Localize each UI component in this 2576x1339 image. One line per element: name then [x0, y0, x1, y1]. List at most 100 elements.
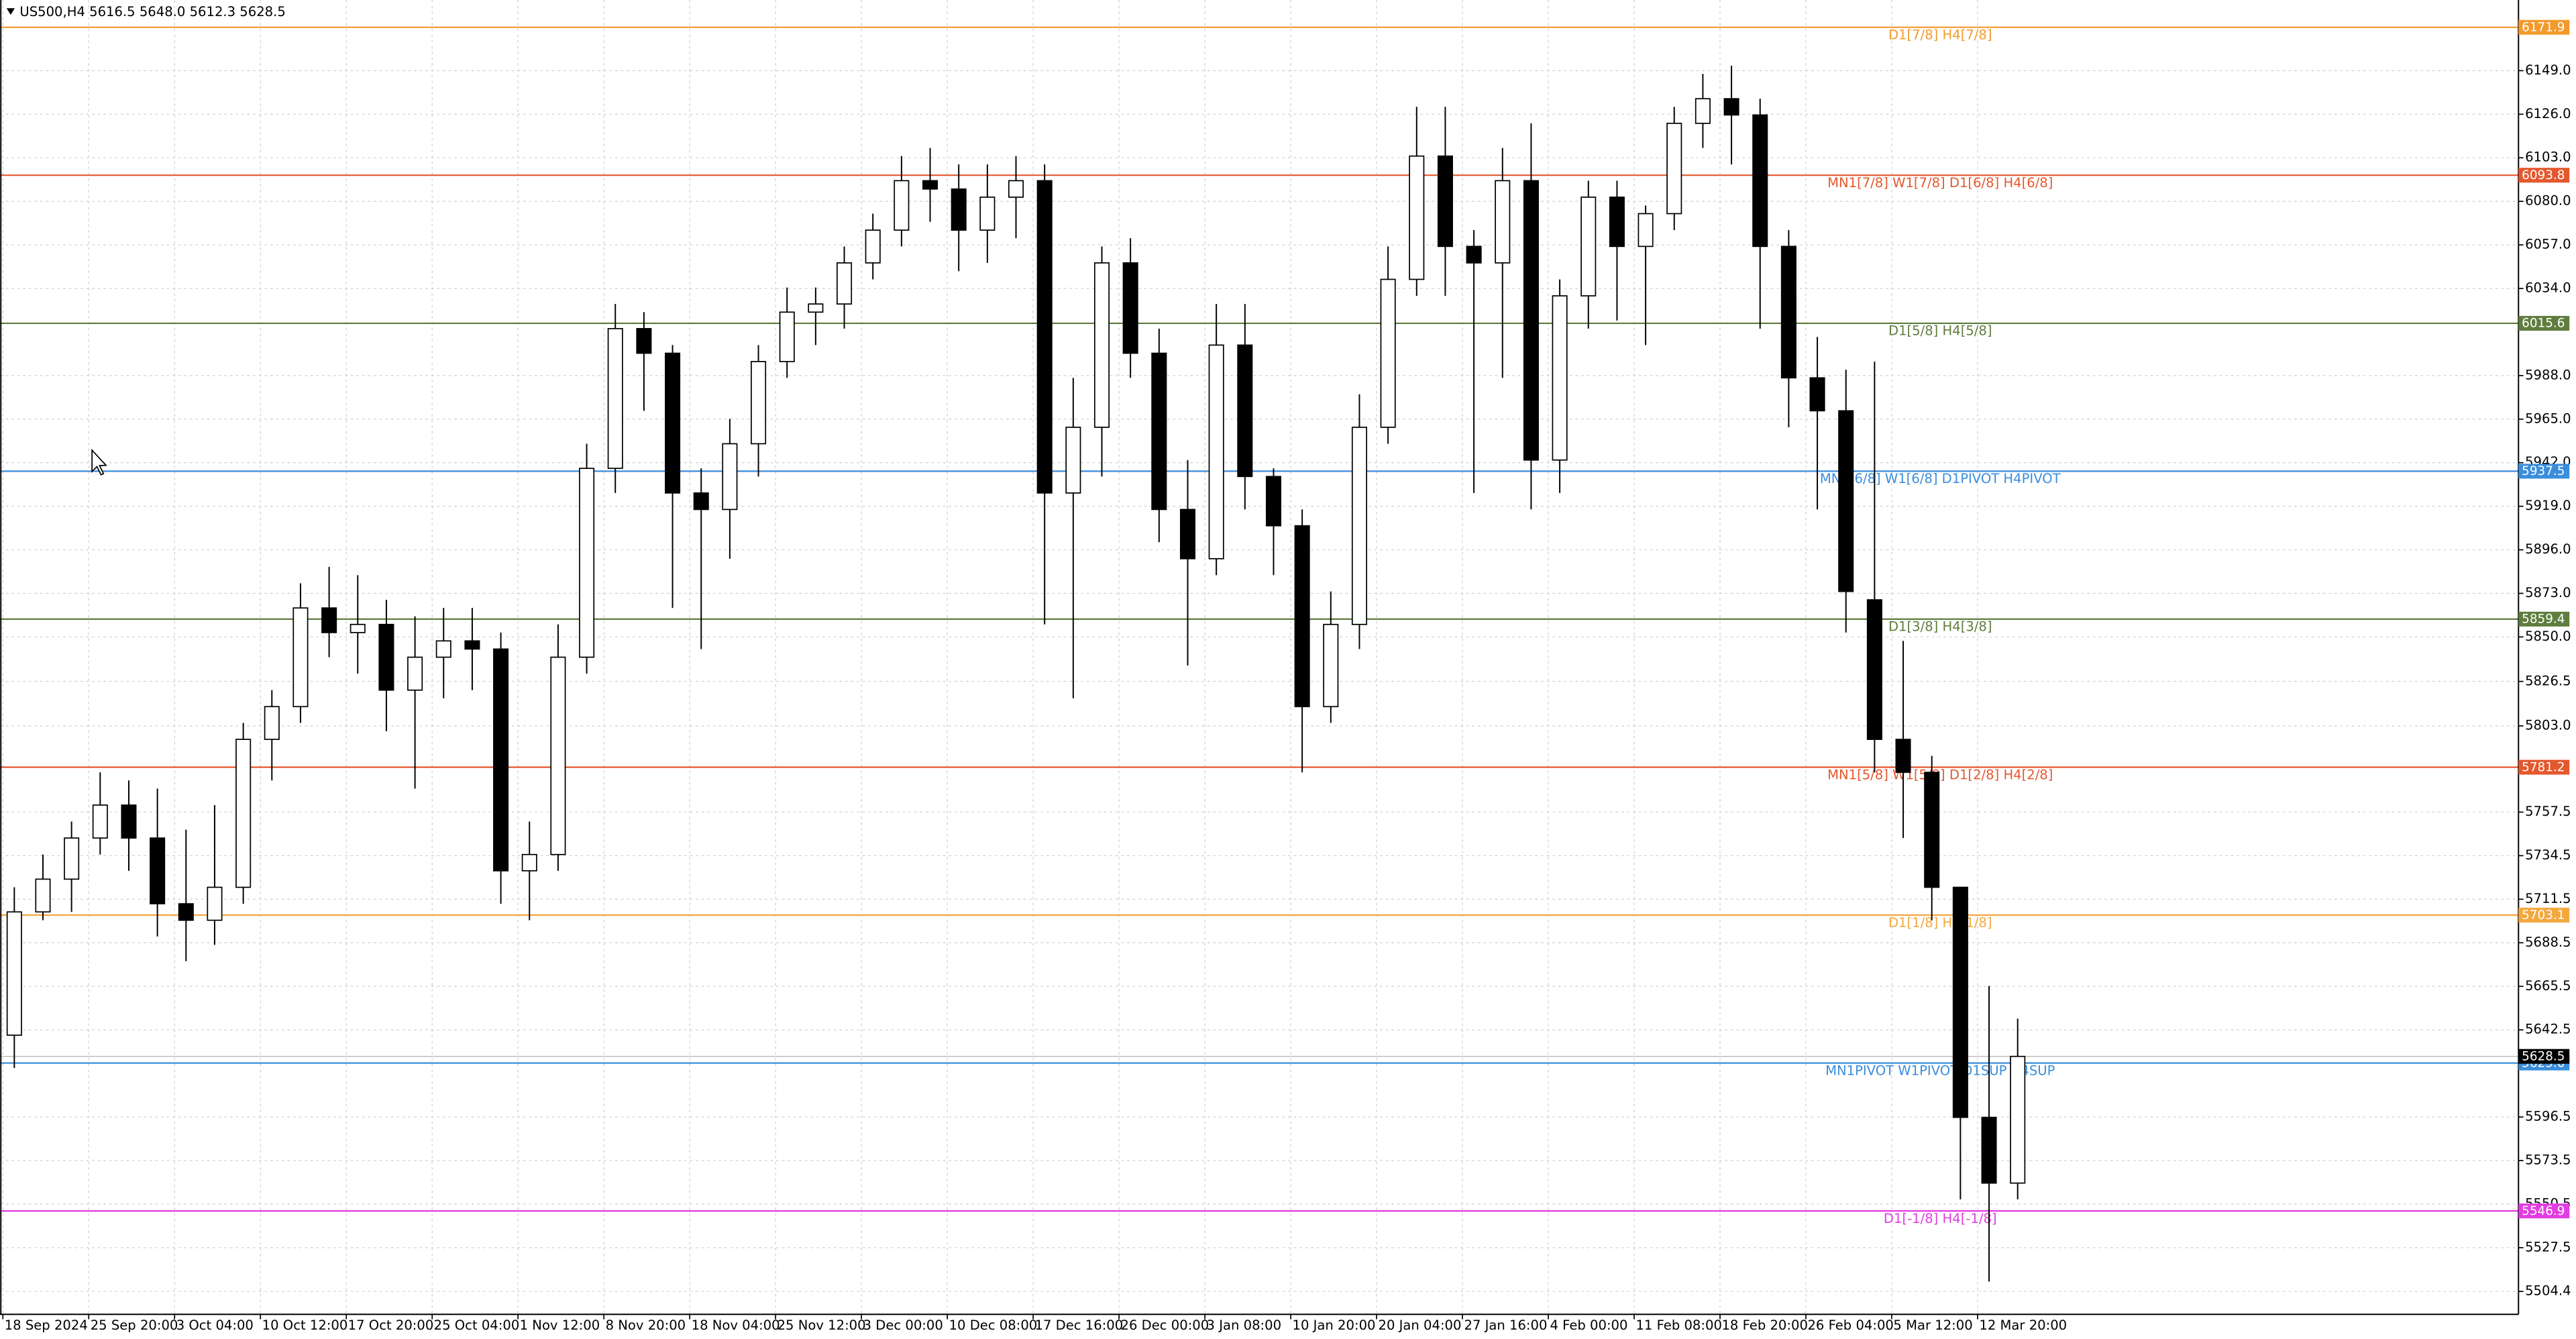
candle-body [1351, 427, 1367, 625]
level-price-label: 5546.9 [2522, 1204, 2565, 1218]
x-tick-label: 10 Oct 12:00 [262, 1318, 348, 1333]
candle-body [1237, 344, 1253, 478]
x-tick-label: 18 Sep 2024 [5, 1318, 88, 1333]
level-price-box [2518, 908, 2570, 923]
candle-body [951, 188, 967, 231]
candle-body [1265, 476, 1281, 527]
candle-body [1552, 295, 1568, 461]
level-price-box [2518, 1203, 2570, 1219]
candle-body [121, 804, 137, 839]
candle-body [1437, 155, 1453, 248]
candle-body [550, 656, 566, 855]
x-tick-label: 3 Oct 04:00 [176, 1318, 254, 1333]
x-tick-label: 18 Nov 04:00 [692, 1318, 780, 1333]
level-price-label: 6171.9 [2522, 20, 2565, 34]
candle-body [493, 648, 509, 871]
y-tick-label: 5504.4 [2525, 1283, 2571, 1299]
level-label: MN1PIVOT W1PIVOT D1SUP H4SUP [1825, 1063, 2055, 1078]
candle-body [435, 640, 451, 658]
y-tick-label: 5596.5 [2525, 1109, 2571, 1124]
y-tick-label: 5919.0 [2525, 498, 2571, 513]
candle-body [150, 837, 166, 905]
candle-body [1580, 197, 1597, 297]
current-price-box [2518, 1049, 2570, 1064]
level-label: D1[-1/8] H4[-1/8] [1884, 1211, 1997, 1226]
candle-body [35, 878, 51, 913]
candle-body [207, 886, 223, 921]
y-tick-label: 5803.0 [2525, 718, 2571, 733]
candle-body [1208, 344, 1224, 559]
level-label: D1[7/8] H4[7/8] [1888, 27, 1992, 42]
level-label: MN1[5/8] W1[5/8] D1[2/8] H4[2/8] [1827, 767, 2053, 782]
x-tick-label: 5 Mar 12:00 [1893, 1318, 1972, 1333]
y-tick-label: 5711.5 [2525, 891, 2571, 906]
y-tick-label: 5688.5 [2525, 934, 2571, 950]
candle-body [665, 352, 681, 494]
y-tick-label: 6126.0 [2525, 106, 2571, 121]
chart-title: US500,H4 5616.5 5648.0 5612.3 5628.5 [19, 4, 285, 19]
candle-body [1809, 377, 1825, 412]
level-price-box [2518, 168, 2570, 183]
candle-body [2010, 1055, 2026, 1184]
candle-body [1723, 98, 1739, 116]
y-tick-label: 5826.5 [2525, 673, 2571, 688]
level-label: MN1[7/8] W1[7/8] D1[6/8] H4[6/8] [1827, 175, 2053, 191]
candle-body [1780, 246, 1796, 379]
candle-body [693, 492, 709, 511]
level-price-box [2518, 19, 2570, 35]
x-tick-label: 26 Dec 00:00 [1121, 1318, 1210, 1333]
candle-body [1093, 262, 1110, 428]
level-price-label: 5703.1 [2522, 908, 2565, 922]
x-tick-label: 25 Sep 20:00 [91, 1318, 178, 1333]
candle-body [1466, 246, 1482, 264]
x-tick-label: 11 Feb 08:00 [1635, 1318, 1721, 1333]
x-tick-label: 12 Mar 20:00 [1979, 1318, 2067, 1333]
candle-body [1609, 197, 1625, 248]
candle-body [1323, 623, 1339, 708]
level-price-box [2518, 315, 2570, 331]
candle-body [64, 837, 80, 880]
candle-body [178, 903, 194, 921]
candle-body [1122, 262, 1138, 354]
candle-body [378, 623, 394, 691]
candle-body [1065, 427, 1081, 494]
x-tick-label: 18 Feb 20:00 [1721, 1318, 1807, 1333]
candle-body [350, 623, 366, 633]
candle-body [1981, 1116, 1997, 1184]
candle-body [1695, 98, 1711, 124]
y-tick-label: 5527.5 [2525, 1239, 2571, 1254]
candle-body [235, 739, 252, 888]
level-label: D1[5/8] H4[5/8] [1888, 323, 1992, 339]
candle-body [894, 180, 910, 231]
candle-body [1380, 278, 1396, 428]
candle-body [722, 443, 738, 511]
level-price-label: 5937.5 [2522, 464, 2565, 478]
candle-body [1752, 114, 1768, 248]
y-tick-label: 6057.0 [2525, 237, 2571, 252]
y-tick-label: 6149.0 [2525, 62, 2571, 78]
y-tick-label: 5988.0 [2525, 367, 2571, 382]
x-tick-label: 17 Dec 16:00 [1035, 1318, 1124, 1333]
candle-body [521, 853, 537, 871]
candle-body [808, 303, 824, 313]
candle-body [1666, 122, 1682, 215]
level-label: MN1[6/8] W1[6/8] D1PIVOT H4PIVOT [1820, 471, 2061, 486]
y-tick-label: 5642.5 [2525, 1022, 2571, 1037]
candle-body [636, 327, 652, 354]
candle-body [607, 327, 623, 470]
candle-body [1866, 599, 1882, 741]
y-tick-label: 5573.5 [2525, 1152, 2571, 1167]
current-price-label: 5628.5 [2522, 1049, 2565, 1063]
candle-body [464, 640, 480, 650]
candle-body [1523, 180, 1539, 461]
candle-body [407, 656, 423, 691]
y-tick-label: 6034.0 [2525, 280, 2571, 295]
candle-body [1294, 525, 1310, 708]
x-tick-label: 17 Oct 20:00 [348, 1318, 434, 1333]
menu-arrow[interactable] [6, 8, 15, 15]
candle-body [264, 706, 280, 741]
candle-body [579, 468, 595, 658]
x-tick-label: 4 Feb 00:00 [1550, 1318, 1627, 1333]
y-tick-label: 5873.0 [2525, 585, 2571, 600]
candle-body [779, 311, 795, 362]
